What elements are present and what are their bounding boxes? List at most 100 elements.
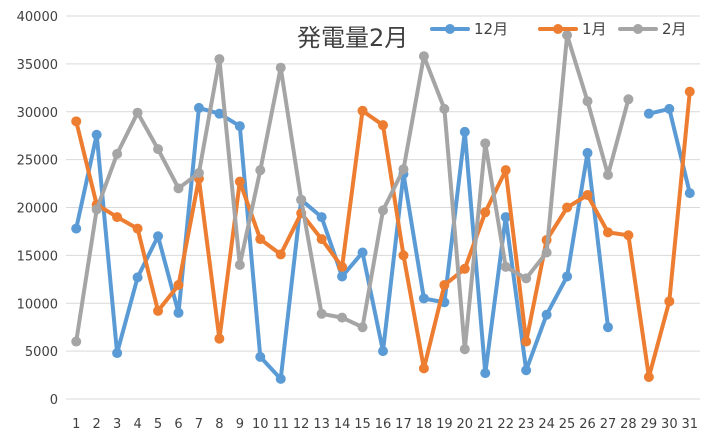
x-tick-label: 18 — [416, 417, 433, 432]
x-tick-label: 6 — [174, 417, 182, 432]
series-3 — [71, 30, 634, 355]
data-point — [664, 103, 675, 114]
x-tick-label: 20 — [457, 417, 474, 432]
y-tick-label: 20000 — [17, 202, 58, 217]
data-point — [602, 169, 613, 180]
y-tick-label: 5000 — [25, 345, 58, 360]
data-point — [623, 94, 634, 105]
data-point — [153, 231, 164, 242]
series-2 — [71, 86, 695, 382]
legend-label: 12月 — [474, 20, 508, 38]
data-point — [459, 126, 470, 137]
x-tick-label: 5 — [154, 417, 162, 432]
data-point — [234, 121, 245, 132]
data-point — [664, 296, 675, 307]
data-point — [193, 102, 204, 113]
data-point — [684, 86, 695, 97]
x-tick-label: 21 — [477, 417, 494, 432]
x-tick-label: 27 — [600, 417, 617, 432]
data-point — [459, 344, 470, 355]
legend-marker — [633, 24, 643, 34]
data-point — [173, 280, 184, 291]
legend-label: 1月 — [582, 20, 607, 38]
data-point — [296, 194, 307, 205]
data-point — [398, 250, 409, 261]
data-point — [459, 263, 470, 274]
data-point — [153, 144, 164, 155]
x-tick-label: 26 — [579, 417, 596, 432]
data-point — [623, 230, 634, 241]
legend-item: 1月 — [538, 20, 607, 38]
data-point — [418, 293, 429, 304]
x-tick-label: 13 — [313, 417, 330, 432]
x-tick-label: 23 — [518, 417, 535, 432]
series-line — [74, 105, 692, 381]
data-point — [337, 261, 348, 272]
x-tick-label: 24 — [538, 417, 555, 432]
data-point — [173, 307, 184, 318]
data-point — [582, 96, 593, 107]
y-tick-label: 30000 — [17, 106, 58, 121]
data-point — [357, 322, 368, 333]
x-tick-label: 2 — [93, 417, 101, 432]
data-point — [255, 234, 266, 245]
data-point — [418, 363, 429, 374]
data-point — [562, 30, 573, 41]
data-point — [234, 176, 245, 187]
data-point — [500, 165, 511, 176]
legend-item: 12月 — [430, 20, 508, 38]
data-point — [275, 62, 286, 73]
x-tick-label: 4 — [133, 417, 141, 432]
data-point — [193, 168, 204, 179]
data-point — [480, 138, 491, 149]
data-point — [214, 333, 225, 344]
data-point — [316, 212, 327, 223]
y-axis-ticks: 0 5000 10000 15000 20000 25000 30000 35000 40000 — [17, 10, 58, 408]
x-tick-label: 10 — [252, 417, 269, 432]
data-point — [562, 202, 573, 213]
data-point — [480, 207, 491, 218]
x-tick-label: 12 — [293, 417, 310, 432]
x-tick-label: 16 — [375, 417, 392, 432]
data-point — [357, 247, 368, 258]
x-tick-label: 7 — [195, 417, 203, 432]
data-point — [541, 247, 552, 258]
data-point — [439, 280, 450, 291]
data-point — [357, 105, 368, 116]
data-point — [378, 346, 388, 357]
data-point — [378, 205, 388, 216]
data-point — [521, 336, 532, 347]
y-tick-label: 40000 — [17, 10, 58, 25]
y-tick-label: 35000 — [17, 58, 58, 73]
data-point — [684, 188, 695, 199]
data-point — [112, 148, 123, 159]
x-tick-label: 17 — [395, 417, 412, 432]
x-tick-label: 14 — [334, 417, 351, 432]
legend-marker — [553, 24, 563, 34]
legend-item: 2月 — [618, 20, 687, 38]
data-point — [643, 108, 654, 119]
data-point — [153, 305, 164, 316]
data-point — [337, 271, 348, 282]
data-point — [602, 322, 613, 333]
x-tick-label: 11 — [272, 417, 289, 432]
data-point — [521, 365, 532, 376]
data-point — [643, 371, 654, 382]
y-tick-label: 15000 — [17, 249, 58, 264]
data-point — [521, 273, 532, 284]
data-point — [275, 249, 286, 260]
data-point — [255, 351, 266, 362]
x-axis-ticks: 1 2 3 4 5 6 7 8 9 10 11 12 13 14 15 16 17 18 19 20 21 22 23 24 2… — [72, 417, 698, 432]
data-point — [582, 190, 593, 201]
data-point — [132, 223, 143, 234]
x-tick-label: 28 — [620, 417, 637, 432]
data-point — [418, 51, 429, 62]
x-tick-label: 29 — [641, 417, 658, 432]
data-point — [91, 204, 102, 215]
data-point — [112, 212, 123, 223]
x-tick-label: 1 — [72, 417, 80, 432]
x-tick-label: 22 — [497, 417, 514, 432]
data-point — [316, 234, 327, 245]
